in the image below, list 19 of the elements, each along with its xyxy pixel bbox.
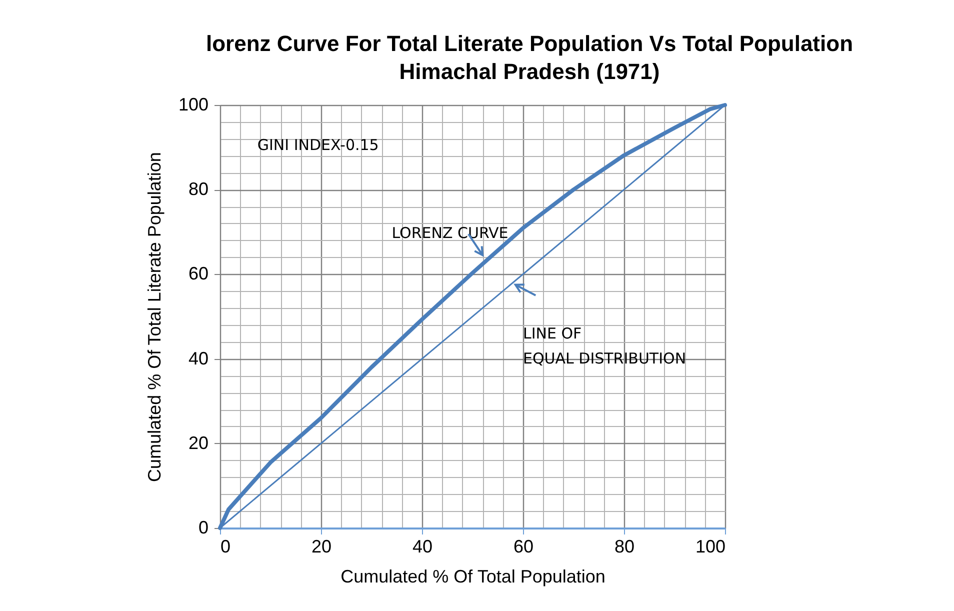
y-tick-label: 0 [198, 518, 208, 538]
x-tick-label: 60 [513, 536, 534, 556]
annotation: GINI INDEX-0.15 [257, 136, 379, 154]
y-tick-label: 20 [188, 432, 208, 453]
y-tick-label: 80 [188, 179, 208, 200]
x-axis-title: Cumulated % Of Total Population [340, 566, 606, 586]
x-tick-label: 0 [220, 536, 231, 556]
x-tick-label: 20 [311, 536, 332, 556]
chart-title: lorenz Curve For Total Literate Population Vs Total Population [206, 31, 854, 56]
chart-subtitle: Himachal Pradesh (1971) [399, 59, 660, 84]
y-tick-label: 100 [178, 94, 208, 114]
x-tick-label: 40 [412, 536, 433, 556]
y-tick-label: 60 [188, 264, 208, 284]
annotation: LORENZ CURVE [392, 224, 508, 242]
y-tick-label: 40 [188, 348, 208, 368]
x-tick-label: 80 [614, 536, 635, 556]
y-axis-title: Cumulated % Of Total Literate Population [144, 152, 164, 482]
annotation: LINE OF EQUAL DISTRIBUTION [523, 324, 686, 368]
x-tick-label: 100 [695, 536, 726, 556]
